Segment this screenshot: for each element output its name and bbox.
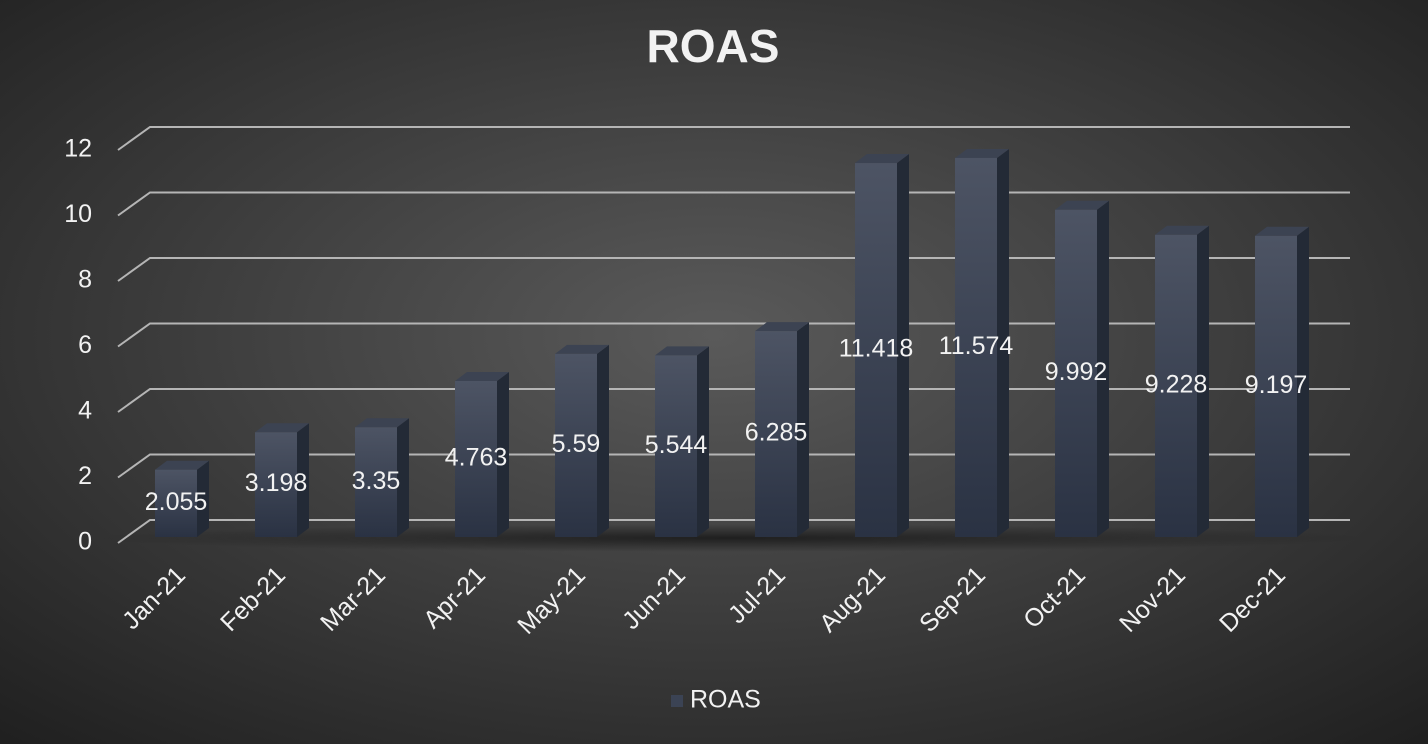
bar-side [1197,225,1209,537]
data-label: 9.197 [1245,371,1308,399]
bar [455,372,509,537]
y-tick-label: 10 [64,200,92,228]
grid-line [117,191,1350,217]
y-tick-label: 2 [78,462,92,490]
bar-front [1155,234,1197,537]
bar-side [297,423,309,537]
y-tick-label: 12 [64,135,92,163]
y-tick-label: 0 [78,528,92,556]
bar [1255,226,1309,537]
legend-swatch [671,695,683,707]
bar-front [255,432,297,537]
bar [855,154,909,538]
bar-side [397,418,409,537]
bar-top [255,423,309,433]
bar-side [1297,226,1309,537]
bar-side [997,148,1009,537]
data-label: 9.992 [1045,358,1108,386]
data-label: 3.35 [352,467,401,495]
data-label: 11.418 [839,335,914,363]
bar-front [1055,209,1097,537]
bar-front [555,353,597,537]
bar [355,418,409,537]
data-label: 3.198 [245,469,308,497]
data-label: 4.763 [445,444,508,472]
bar [155,460,209,537]
bar-side [1097,200,1109,537]
grid-line [117,453,1350,479]
data-label: 11.574 [939,332,1014,360]
bar-top [755,322,809,332]
bar-top [1055,200,1109,210]
chart-title: ROAS [647,20,780,72]
y-tick-label: 6 [78,331,92,359]
floor-shadow [90,524,1370,552]
bar [955,148,1009,537]
bar-top [1155,225,1209,235]
bar [255,423,309,537]
bar-side [897,154,909,538]
bar-front [455,381,497,537]
y-tick-label: 4 [78,397,92,425]
bar-front [855,163,897,538]
bar [755,322,809,537]
bar [1155,225,1209,537]
grid-line [117,519,1350,544]
bar-side [797,322,809,537]
bar-side [497,372,509,537]
bar-top [1255,226,1309,236]
bar [655,346,709,537]
bar-front [155,469,197,537]
bar-side [697,346,709,537]
data-label: 9.228 [1145,371,1208,399]
grid-line [117,126,1350,151]
y-tick-label: 8 [78,266,92,294]
bar-top [855,154,909,164]
bar-side [597,344,609,537]
bar-top [455,372,509,382]
bar-top [355,418,409,428]
data-label: 2.055 [145,488,208,516]
grid-line [117,322,1350,348]
bar-top [155,460,209,470]
bar-top [655,346,709,356]
bar-top [555,344,609,354]
data-label: 6.285 [745,419,808,447]
bar-front [955,157,997,537]
grid-line [117,388,1350,413]
data-label: 5.544 [645,431,708,459]
grid-line [117,257,1350,282]
bar [555,344,609,537]
bar-front [355,427,397,537]
bar-front [755,331,797,537]
bar-side [197,460,209,537]
data-label: 5.59 [552,430,601,458]
legend-label: ROAS [690,686,761,714]
bar-front [655,355,697,537]
bar [1055,200,1109,537]
bar-front [1255,235,1297,537]
bar-top [955,148,1009,158]
